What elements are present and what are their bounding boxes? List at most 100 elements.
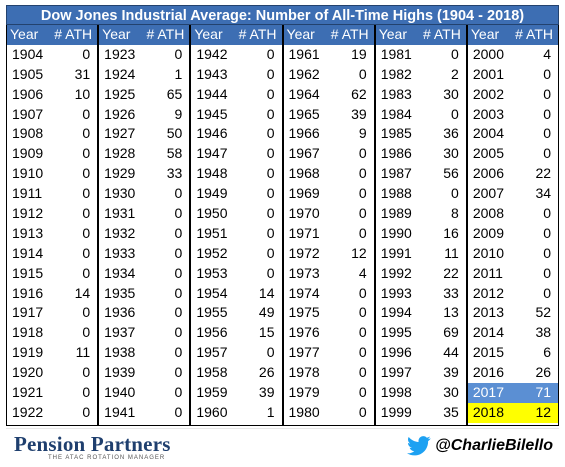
table-row: 1978 0 (284, 363, 374, 383)
table-row: 2010 0 (468, 244, 558, 264)
table-row: 1981 0 (376, 45, 466, 65)
year-cell: 1986 (380, 145, 412, 162)
year-cell: 1937 (104, 324, 136, 341)
ath-count-cell: 1 (174, 65, 183, 82)
year-cell: 1941 (104, 403, 136, 420)
ath-count-cell: 0 (543, 85, 552, 102)
year-cell: 1955 (196, 304, 228, 321)
ath-count-cell: 0 (174, 45, 183, 62)
twitter-handle: @CharlieBilello (435, 437, 553, 454)
ath-count-cell: 0 (82, 403, 91, 420)
ath-count-cell: 14 (258, 284, 275, 301)
year-cell: 1961 (288, 45, 320, 62)
ath-count-cell: 11 (75, 344, 91, 361)
table-row: 1939 0 (99, 363, 189, 383)
ath-count-cell: 0 (266, 105, 275, 122)
table-row: 1972 12 (284, 244, 374, 264)
year-cell: 1912 (12, 205, 44, 222)
table-row: 1997 39 (376, 363, 466, 383)
ath-count-cell: 0 (82, 324, 91, 341)
year-cell: 1942 (196, 45, 228, 62)
year-cell: 1949 (196, 185, 228, 202)
table-row: 1966 9 (284, 124, 374, 144)
table-row: 1995 69 (376, 323, 466, 343)
year-cell: 1906 (12, 85, 44, 102)
table-row: 1948 0 (191, 164, 281, 184)
year-cell: 1954 (196, 284, 228, 301)
ath-count-cell: 0 (82, 145, 91, 162)
ath-count-cell: 36 (443, 125, 459, 142)
ath-count-cell: 0 (358, 403, 367, 420)
ath-count-cell: 0 (82, 264, 91, 281)
table-row: 1909 0 (7, 144, 97, 164)
table-row: 2001 0 (468, 65, 558, 85)
header-ath: # ATH (238, 26, 277, 42)
year-cell: 1939 (104, 364, 136, 381)
year-cell: 1915 (12, 264, 44, 281)
year-cell: 1971 (288, 224, 320, 241)
year-cell: 1911 (12, 185, 43, 202)
year-cell: 1931 (104, 205, 136, 222)
ath-count-cell: 0 (82, 304, 91, 321)
year-cell: 1957 (196, 344, 228, 361)
year-cell: 1919 (12, 344, 44, 361)
table-row: 1905 31 (7, 65, 97, 85)
ath-count-cell: 26 (258, 364, 275, 381)
year-cell: 1918 (12, 324, 44, 341)
footer: Pension Partners THE ATAC ROTATION MANAG… (6, 428, 559, 465)
year-cell: 1995 (380, 324, 412, 341)
ath-count-cell: 0 (82, 384, 91, 401)
table-row: 1929 33 (99, 164, 189, 184)
ath-count-cell: 0 (358, 205, 367, 222)
ath-count-cell: 0 (543, 244, 552, 261)
year-cell: 2013 (472, 304, 505, 321)
table-row: 1925 65 (99, 85, 189, 105)
ath-count-cell: 11 (444, 244, 459, 261)
ath-count-cell: 58 (166, 145, 183, 162)
header-year: Year (10, 26, 39, 42)
year-cell: 1998 (380, 384, 412, 401)
year-cell: 1964 (288, 85, 320, 102)
year-cell: 1952 (196, 244, 228, 261)
column-header: Year # ATH (191, 25, 282, 45)
ath-count-cell: 0 (358, 185, 367, 202)
year-cell: 1904 (12, 45, 44, 62)
ath-count-cell: 4 (543, 45, 552, 62)
table-row: 2007 34 (468, 184, 558, 204)
year-cell: 1940 (104, 384, 136, 401)
table-row: 1980 0 (284, 403, 374, 423)
table-row: 1930 0 (99, 184, 189, 204)
table-row: 1982 2 (376, 65, 466, 85)
year-cell: 1905 (12, 65, 44, 82)
table-row: 1949 0 (191, 184, 281, 204)
ath-table: Dow Jones Industrial Average: Number of … (6, 5, 559, 426)
ath-count-cell: 0 (543, 125, 552, 142)
ath-count-cell: 16 (443, 224, 459, 241)
header-year: Year (470, 26, 500, 42)
table-grid: Year # ATH 1904 0 1905 31 1906 10 1907 0 1908 0 1909… (6, 25, 559, 426)
year-cell: 1999 (380, 403, 412, 420)
ath-count-cell: 50 (166, 125, 183, 142)
table-row: 1932 0 (99, 224, 189, 244)
ath-count-cell: 12 (535, 403, 552, 420)
ath-count-cell: 0 (543, 284, 552, 301)
year-cell: 1970 (288, 205, 320, 222)
ath-count-cell: 0 (266, 224, 275, 241)
column-header: Year # ATH (467, 25, 559, 45)
table-row: 1941 0 (99, 403, 189, 423)
year-cell: 1907 (12, 105, 44, 122)
ath-count-cell: 0 (174, 185, 183, 202)
column-header: Year # ATH (375, 25, 466, 45)
year-cell: 1956 (196, 324, 228, 341)
year-cell: 1935 (104, 284, 136, 301)
year-cell: 1958 (196, 364, 228, 381)
ath-count-cell: 26 (535, 364, 552, 381)
table-row: 1924 1 (99, 65, 189, 85)
ath-count-cell: 12 (351, 244, 367, 261)
table-row: 2005 0 (468, 144, 558, 164)
year-cell: 1967 (288, 145, 320, 162)
ath-count-cell: 0 (174, 205, 183, 222)
ath-count-cell: 52 (535, 304, 552, 321)
table-row: 2009 0 (468, 224, 558, 244)
year-cell: 1962 (288, 65, 320, 82)
